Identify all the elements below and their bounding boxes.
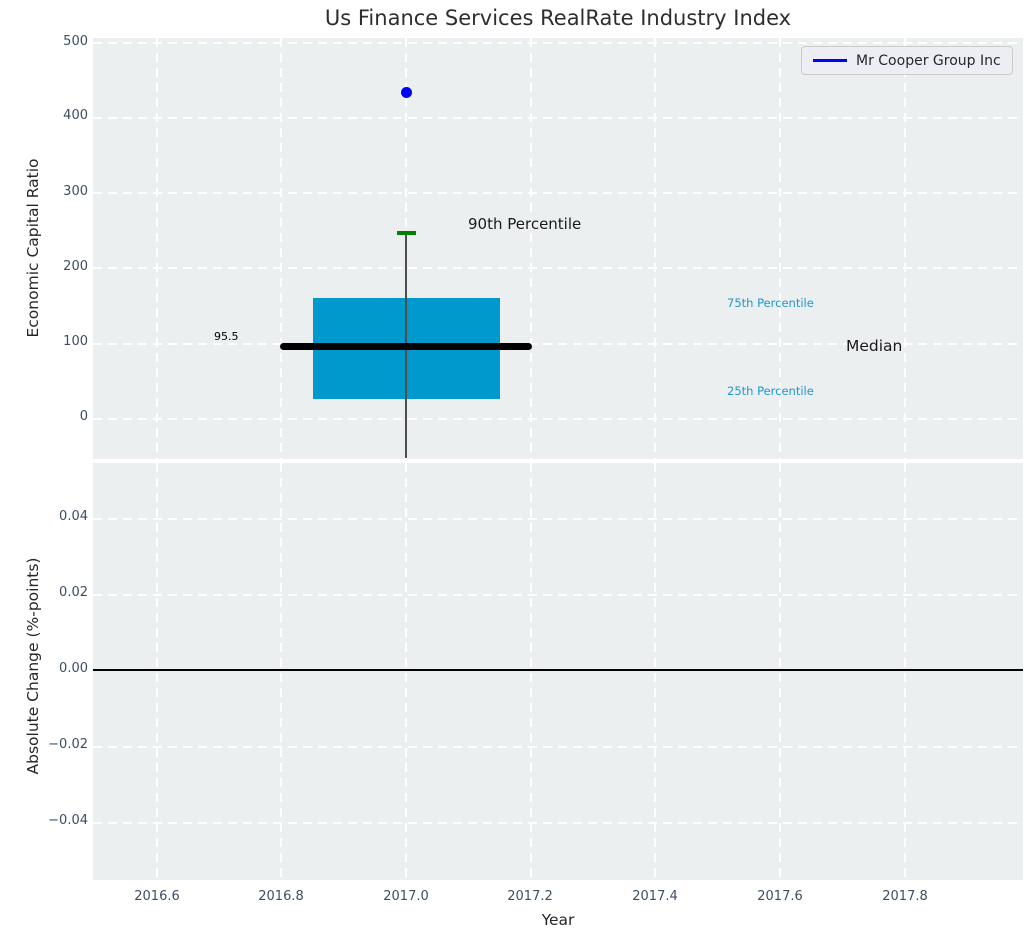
legend-label: Mr Cooper Group Inc — [856, 52, 1001, 69]
x-tick-label: 2017.2 — [507, 889, 553, 904]
y-tick-label: 0 — [79, 409, 88, 424]
gridline — [654, 463, 656, 880]
gridline — [93, 746, 1023, 748]
top-plot-area: 95.5 90th Percentile 75th Percentile Med… — [93, 38, 1023, 459]
x-tick-label: 2016.8 — [258, 889, 304, 904]
x-tick-label: 2017.4 — [632, 889, 678, 904]
gridline — [93, 343, 1023, 345]
gridline — [779, 38, 781, 459]
y-tick-label: 100 — [63, 334, 88, 349]
gridline — [405, 463, 407, 880]
gridline — [904, 463, 906, 880]
gridline — [156, 463, 158, 880]
annotation-median: Median — [846, 337, 903, 355]
x-tick-label: 2017.0 — [383, 889, 429, 904]
y-tick-label: −0.02 — [48, 737, 88, 752]
gridline — [280, 463, 282, 880]
y-tick-label: 400 — [63, 108, 88, 123]
y-tick-label: 300 — [63, 184, 88, 199]
x-tick-label: 2017.8 — [882, 889, 928, 904]
y-tick-label: −0.04 — [48, 813, 88, 828]
annotation-25th-percentile: 25th Percentile — [727, 384, 814, 398]
annotation-75th-percentile: 75th Percentile — [727, 296, 814, 310]
median-line — [280, 343, 532, 350]
gridline — [530, 463, 532, 880]
gridline — [93, 117, 1023, 119]
zero-line — [93, 669, 1023, 671]
x-axis-label: Year — [541, 911, 575, 929]
y-tick-label: 0.02 — [59, 585, 88, 600]
gridline — [904, 38, 906, 459]
legend-line-swatch — [813, 59, 847, 62]
y-tick-label: 0.04 — [59, 509, 88, 524]
y-tick-label: 500 — [63, 34, 88, 49]
gridline — [93, 42, 1023, 44]
y-axis-label-bottom: Absolute Change (%-points) — [24, 557, 42, 775]
gridline — [779, 463, 781, 880]
company-point — [401, 87, 412, 98]
x-tick-label: 2017.6 — [757, 889, 803, 904]
legend: Mr Cooper Group Inc — [801, 46, 1013, 75]
gridline — [93, 418, 1023, 420]
gridline — [280, 38, 282, 459]
gridline — [93, 267, 1023, 269]
p90-cap — [397, 231, 416, 235]
y-tick-label: 0.00 — [59, 661, 88, 676]
gridline — [93, 822, 1023, 824]
y-axis-label-top: Economic Capital Ratio — [24, 158, 42, 338]
chart-title: Us Finance Services RealRate Industry In… — [324, 6, 792, 30]
x-tick-label: 2016.6 — [134, 889, 180, 904]
y-tick-label: 200 — [63, 259, 88, 274]
gridline — [156, 38, 158, 459]
annotation-90th-percentile: 90th Percentile — [468, 215, 582, 233]
gridline — [93, 192, 1023, 194]
bottom-plot-area — [93, 463, 1023, 880]
gridline — [530, 38, 532, 459]
gridline — [93, 594, 1023, 596]
gridline — [654, 38, 656, 459]
annotation-median-value: 95.5 — [214, 330, 239, 343]
gridline — [93, 518, 1023, 520]
